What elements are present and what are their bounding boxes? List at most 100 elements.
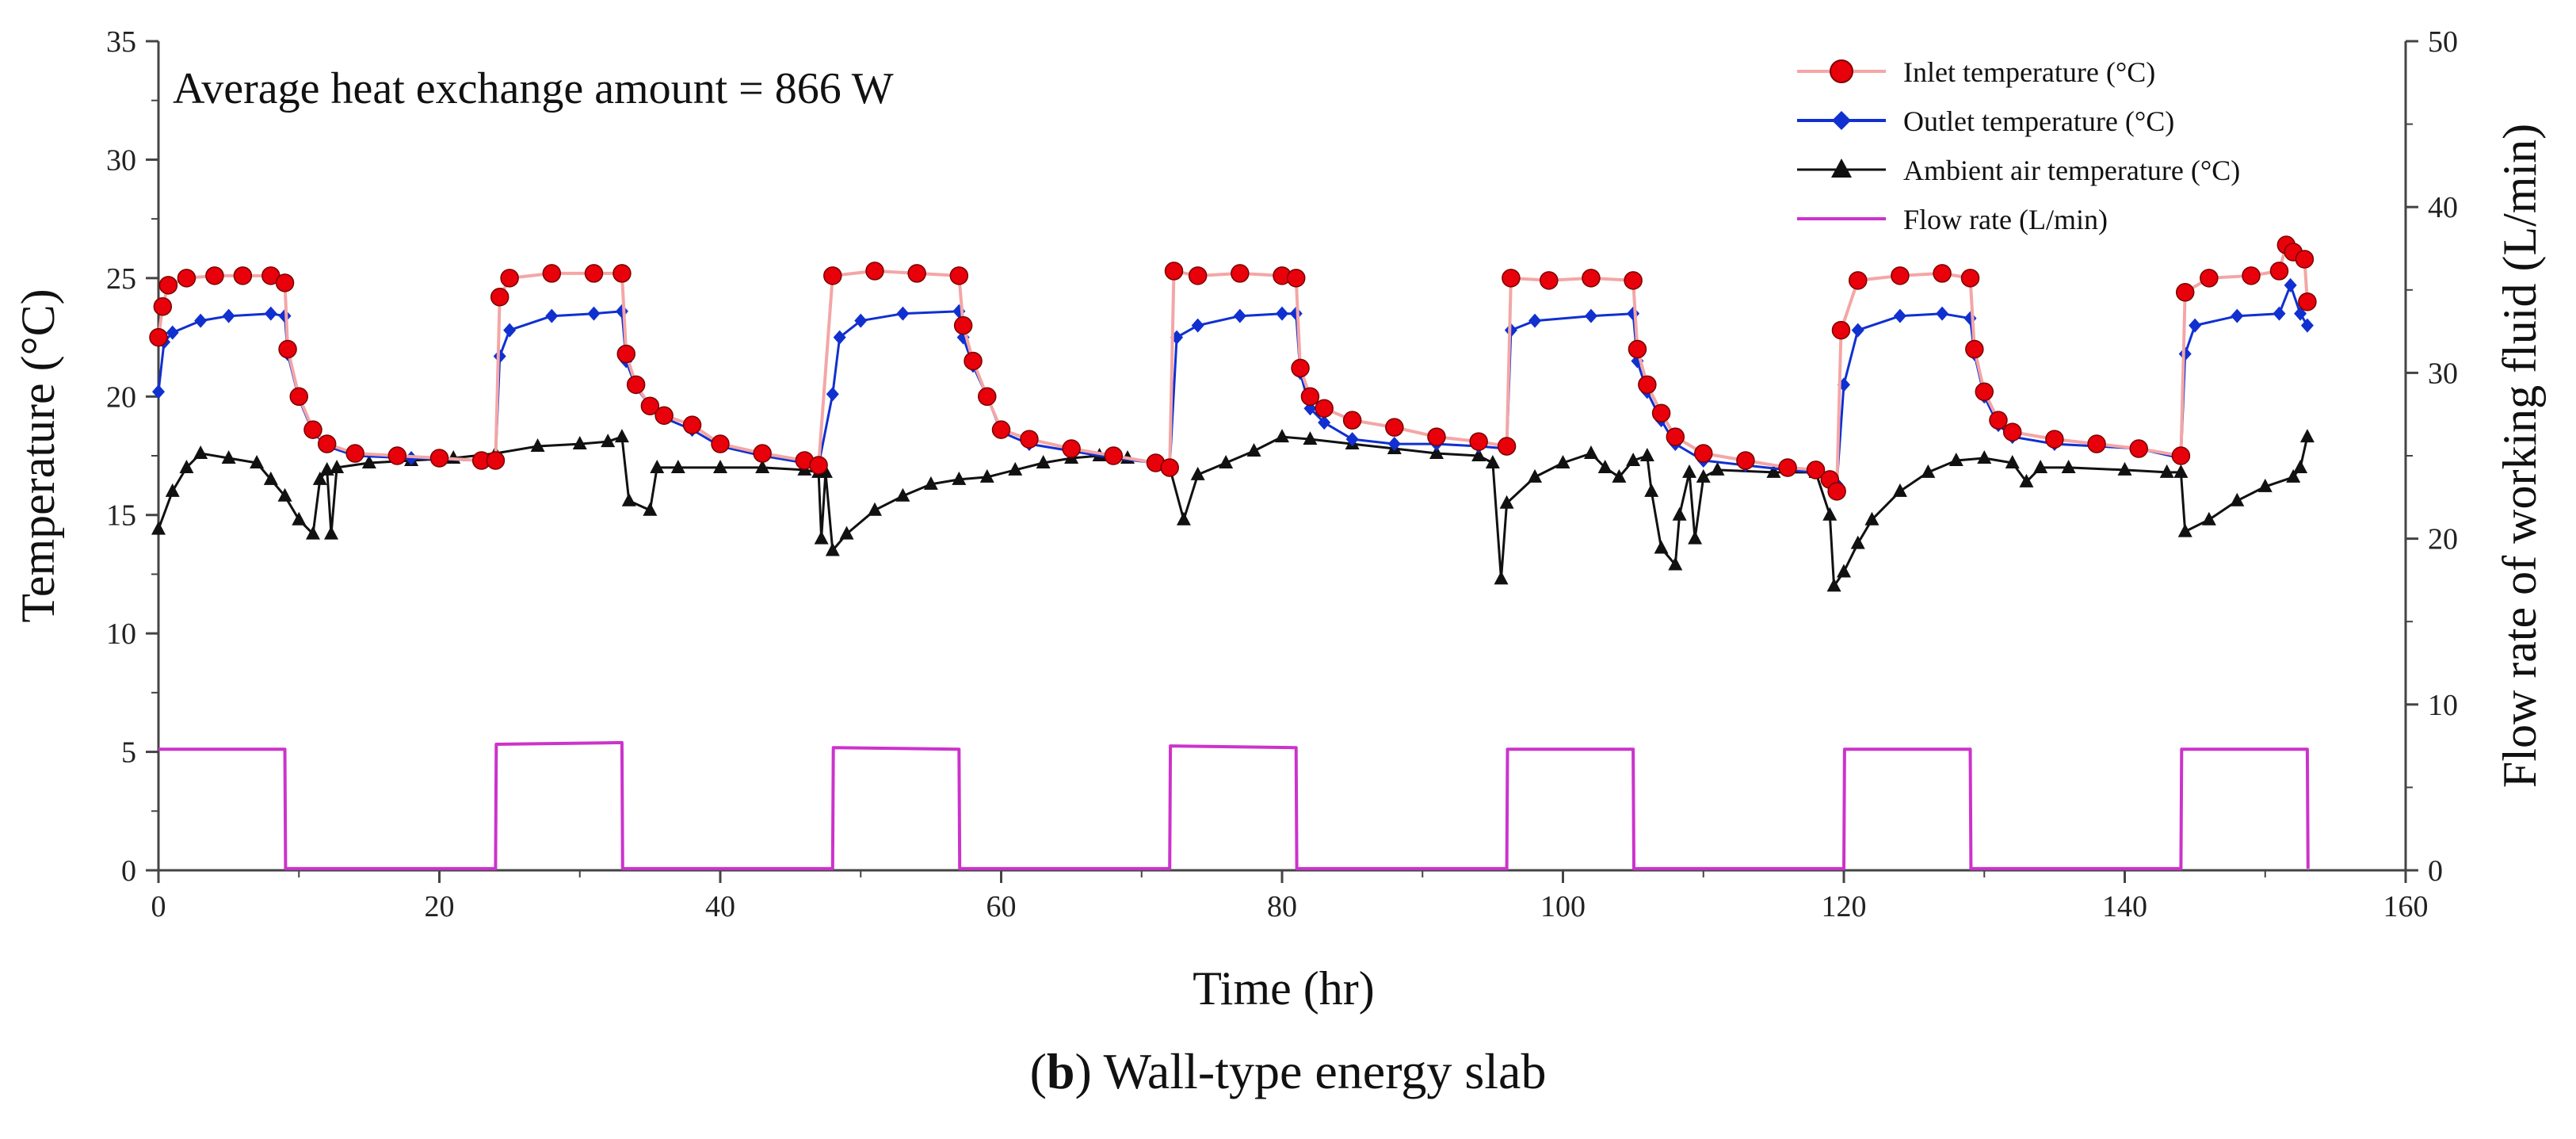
y-left-tick-label: 15 <box>106 499 136 533</box>
data-point-outlet <box>2231 308 2244 323</box>
data-point-ambient <box>1892 483 1907 497</box>
data-point-inlet <box>289 387 308 407</box>
data-point-ambient <box>2005 454 2020 468</box>
data-point-ambient <box>1612 468 1627 483</box>
data-point-ambient <box>2299 429 2315 443</box>
x-axis-title: Time (hr) <box>1193 962 1374 1015</box>
data-point-ambient <box>221 449 236 464</box>
data-point-ambient <box>814 530 829 545</box>
x-tick-label: 160 <box>2383 890 2429 923</box>
data-point-ambient <box>330 459 345 473</box>
data-point-ambient <box>2201 511 2216 526</box>
data-point-ambient <box>1639 448 1654 461</box>
data-point-inlet <box>2002 422 2022 441</box>
data-point-ambient <box>1921 464 1936 478</box>
data-point-ambient <box>1948 452 1963 466</box>
data-point-ambient <box>643 502 658 516</box>
data-point-ambient <box>650 459 665 473</box>
data-point-ambient <box>1864 511 1880 526</box>
data-point-ambient <box>361 454 376 468</box>
x-tick-label: 100 <box>1540 890 1586 923</box>
data-point-ambient <box>1008 461 1023 476</box>
data-point-ambient <box>2177 523 2192 537</box>
data-point-ambient <box>250 454 265 468</box>
data-point-outlet <box>152 384 165 399</box>
data-point-ambient <box>193 445 208 460</box>
legend-item-outlet: Outlet temperature (°C) <box>1797 105 2174 137</box>
data-point-inlet <box>584 264 604 283</box>
data-point-ambient <box>1977 449 1992 464</box>
data-point-ambient <box>530 438 545 453</box>
data-point-ambient <box>1672 506 1687 521</box>
data-point-ambient <box>324 526 339 540</box>
data-point-inlet <box>1062 439 1081 458</box>
data-point-ambient <box>1429 445 1444 460</box>
data-point-inlet <box>303 420 322 439</box>
data-point-outlet <box>1233 308 1246 323</box>
y-left-tick-label: 10 <box>106 617 136 651</box>
legend-label-ambient: Ambient air temperature (°C) <box>1903 155 2240 186</box>
data-point-inlet <box>1975 382 1994 402</box>
data-point-ambient <box>263 471 278 485</box>
data-point-outlet <box>1851 323 1864 338</box>
caption-open: ( <box>1029 1043 1047 1099</box>
data-point-inlet <box>1960 269 1980 288</box>
data-point-ambient <box>621 492 636 506</box>
data-point-inlet <box>865 262 884 281</box>
data-point-inlet <box>823 266 842 285</box>
data-point-inlet <box>542 264 562 283</box>
data-point-ambient <box>2230 492 2245 506</box>
data-point-inlet <box>1286 269 1306 288</box>
data-point-ambient <box>1837 564 1851 578</box>
data-point-ambient <box>755 459 770 473</box>
x-tick-label: 80 <box>1267 890 1297 923</box>
data-point-ambient <box>1688 530 1703 545</box>
data-point-ambient <box>1494 571 1509 585</box>
data-point-inlet <box>1188 266 1208 285</box>
data-point-outlet <box>1936 306 1949 321</box>
data-point-inlet <box>205 266 224 285</box>
data-point-outlet <box>615 304 628 319</box>
data-point-inlet <box>640 396 660 415</box>
x-tick-label: 0 <box>151 890 166 923</box>
legend-marker-inlet <box>1830 59 1853 83</box>
data-point-inlet <box>500 269 519 288</box>
data-point-ambient <box>2293 459 2308 473</box>
y-right-tick-label: 10 <box>2428 689 2458 722</box>
data-point-inlet <box>486 451 506 470</box>
data-point-ambient <box>2257 478 2273 492</box>
data-point-inlet <box>1651 403 1671 422</box>
data-point-ambient <box>1850 535 1865 549</box>
legend-item-ambient: Ambient air temperature (°C) <box>1797 155 2240 186</box>
ticks: 0 20 40 60 80 100 120 140 1600510152025303501020… <box>106 25 2458 923</box>
data-point-ambient <box>1682 464 1697 478</box>
x-tick-label: 120 <box>1822 890 1867 923</box>
data-point-inlet <box>1891 266 1910 285</box>
data-point-ambient <box>867 502 882 516</box>
data-point-inlet <box>1342 411 1362 430</box>
data-point-ambient <box>1471 448 1486 461</box>
data-point-inlet <box>233 266 253 285</box>
data-point-inlet <box>964 351 983 371</box>
legend-marker-outlet <box>1832 111 1851 130</box>
data-point-inlet <box>1231 264 1250 283</box>
data-point-ambient <box>2159 464 2174 478</box>
data-point-ambient <box>179 459 194 473</box>
data-point-inlet <box>1315 399 1334 418</box>
data-point-inlet <box>1628 339 1647 359</box>
data-point-inlet <box>1933 264 1952 283</box>
data-point-ambient <box>1528 468 1543 483</box>
data-point-outlet <box>1963 311 1977 326</box>
legend-label-inlet: Inlet temperature (°C) <box>1903 56 2155 88</box>
data-point-ambient <box>2173 464 2189 478</box>
data-point-inlet <box>345 444 364 463</box>
data-point-outlet <box>2189 318 2202 333</box>
data-point-ambient <box>1583 445 1598 460</box>
data-point-outlet <box>194 313 208 328</box>
data-point-ambient <box>1499 495 1514 509</box>
legend-label-outlet: Outlet temperature (°C) <box>1903 105 2174 137</box>
data-point-outlet <box>1893 308 1906 323</box>
data-point-outlet <box>1584 308 1597 323</box>
y-left-tick-label: 30 <box>106 143 136 177</box>
